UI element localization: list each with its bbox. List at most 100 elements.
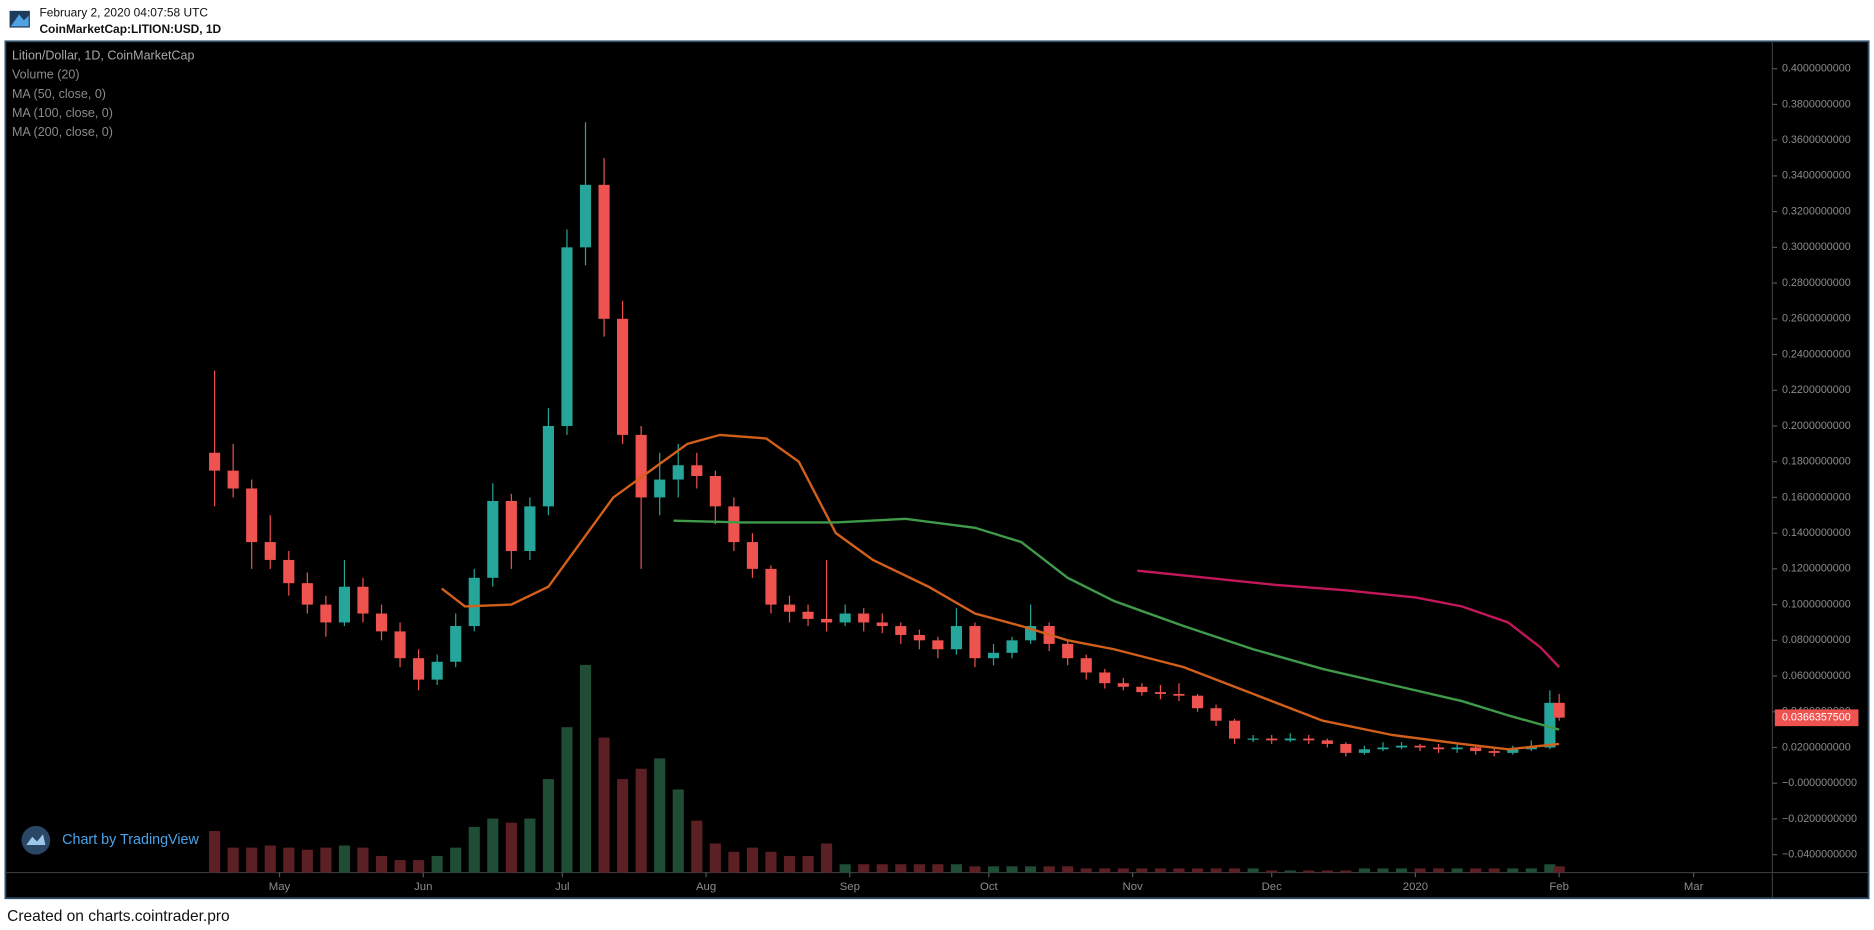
candle-body bbox=[1488, 751, 1500, 753]
volume-bar bbox=[672, 789, 684, 873]
candle-body bbox=[1117, 683, 1129, 687]
candle-body bbox=[487, 500, 499, 578]
candle-body bbox=[1433, 747, 1445, 750]
volume-bar bbox=[746, 847, 758, 873]
candle-body bbox=[1006, 640, 1018, 653]
candle-body bbox=[950, 626, 962, 650]
candle-body bbox=[227, 470, 239, 489]
volume-bar bbox=[561, 727, 573, 873]
candle-body bbox=[1321, 740, 1333, 744]
candle-body bbox=[283, 559, 295, 584]
candle-body bbox=[895, 626, 907, 635]
y-tick-label: 0.1200000000 bbox=[1782, 563, 1851, 575]
volume-bar bbox=[1173, 868, 1185, 873]
y-tick-label: 0.3800000000 bbox=[1782, 98, 1851, 110]
candle-body bbox=[746, 542, 758, 569]
volume-bar bbox=[1303, 870, 1315, 873]
y-tick-label: 0.0600000000 bbox=[1782, 670, 1851, 682]
volume-bar bbox=[1377, 868, 1389, 873]
volume-bar bbox=[1321, 870, 1333, 873]
watermark[interactable]: Chart by TradingView bbox=[62, 832, 199, 848]
candle-body bbox=[858, 613, 870, 623]
y-tick-label: −0.0400000000 bbox=[1782, 849, 1857, 861]
volume-bar bbox=[1488, 868, 1500, 873]
candle-body bbox=[394, 631, 406, 659]
candle-body bbox=[505, 500, 517, 552]
volume-bar bbox=[950, 864, 962, 873]
y-tick-label: 0.0800000000 bbox=[1782, 634, 1851, 646]
volume-bar bbox=[1433, 868, 1445, 873]
volume-bar bbox=[1284, 870, 1296, 873]
candle-body bbox=[450, 626, 462, 662]
candle-body bbox=[1080, 658, 1092, 673]
y-tick-label: 0.2000000000 bbox=[1782, 420, 1851, 432]
volume-bar bbox=[1247, 868, 1259, 873]
volume-bar bbox=[357, 847, 369, 873]
candle-body bbox=[691, 465, 703, 476]
x-tick-label: Dec bbox=[1262, 881, 1283, 893]
candle-body bbox=[542, 425, 554, 507]
candle-body bbox=[357, 586, 369, 614]
volume-bar bbox=[542, 779, 554, 873]
volume-bar bbox=[821, 843, 833, 873]
volume-bar bbox=[209, 831, 221, 873]
volume-bar bbox=[1043, 866, 1055, 873]
legend-entry: MA (100, close, 0) bbox=[12, 106, 113, 120]
volume-bar bbox=[579, 664, 592, 873]
volume-bar bbox=[413, 860, 425, 873]
last-price-box bbox=[1774, 709, 1859, 727]
y-tick-label: 0.0200000000 bbox=[1782, 741, 1851, 753]
candle-body bbox=[413, 658, 425, 680]
candle-body bbox=[579, 184, 592, 248]
y-tick-label: 0.1000000000 bbox=[1782, 598, 1851, 610]
candle-body bbox=[338, 586, 350, 623]
volume-bar bbox=[617, 779, 629, 873]
volume-bar bbox=[468, 826, 480, 873]
candle-body bbox=[617, 318, 629, 435]
candle-body bbox=[1266, 738, 1278, 741]
candle-body bbox=[598, 184, 610, 319]
y-tick-label: 0.3400000000 bbox=[1782, 170, 1851, 182]
ma-line bbox=[441, 433, 1560, 751]
x-tick-label: Jul bbox=[555, 881, 570, 893]
volume-bar bbox=[876, 864, 888, 873]
candle-body bbox=[1358, 749, 1370, 753]
volume-bar bbox=[839, 864, 851, 873]
candle-body bbox=[1303, 738, 1315, 741]
x-tick-label: Aug bbox=[696, 881, 716, 893]
volume-bar bbox=[301, 849, 313, 873]
candle-body bbox=[1247, 738, 1259, 740]
candle-body bbox=[1173, 693, 1185, 696]
y-tick-label: 0.3600000000 bbox=[1782, 134, 1851, 146]
candle-body bbox=[672, 465, 684, 480]
x-tick-label: May bbox=[269, 881, 291, 893]
candle-body bbox=[1284, 738, 1296, 741]
candle-body bbox=[765, 568, 777, 605]
x-tick-label: 2020 bbox=[1403, 881, 1428, 893]
x-tick-label: Nov bbox=[1123, 881, 1144, 893]
y-tick-label: 0.2400000000 bbox=[1782, 348, 1851, 360]
legend-entry: MA (200, close, 0) bbox=[12, 125, 113, 139]
y-tick-label: −0.0000000000 bbox=[1782, 777, 1857, 789]
y-tick-label: 0.1600000000 bbox=[1782, 491, 1851, 503]
candle-body bbox=[1229, 720, 1241, 739]
candle-body bbox=[876, 622, 888, 627]
volume-bar bbox=[1395, 868, 1408, 873]
candle-body bbox=[375, 613, 388, 632]
header-symbol: CoinMarketCap:LITION:USD, 1D bbox=[39, 22, 221, 36]
volume-bar bbox=[1358, 868, 1370, 873]
volume-bar bbox=[1340, 870, 1352, 873]
volume-bar bbox=[320, 847, 332, 873]
volume-bar bbox=[969, 866, 981, 873]
volume-bar bbox=[1062, 866, 1074, 873]
candle-body bbox=[1099, 672, 1111, 684]
volume-bar bbox=[487, 818, 499, 873]
volume-bar bbox=[1210, 868, 1222, 873]
candle-body bbox=[1136, 686, 1148, 693]
volume-bar bbox=[635, 768, 647, 873]
candle-body bbox=[1553, 702, 1565, 718]
volume-bar bbox=[987, 866, 1000, 873]
x-tick-label: Jun bbox=[414, 881, 432, 893]
